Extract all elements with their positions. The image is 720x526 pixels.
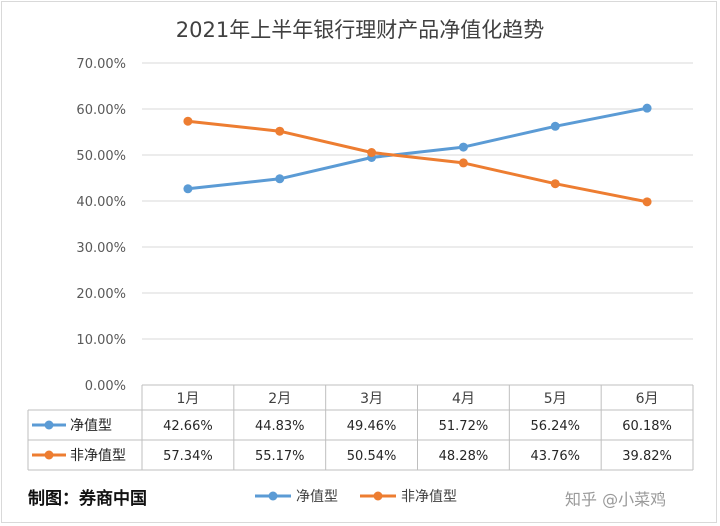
table-cell-value: 55.17% [255, 449, 305, 464]
table-series-name: 净值型 [70, 418, 112, 434]
data-point [458, 142, 468, 152]
data-point [275, 174, 285, 184]
table-cell-value: 48.28% [439, 449, 489, 464]
table-cell-value: 44.83% [255, 419, 305, 434]
y-tick-label: 0.00% [85, 379, 126, 394]
x-tick-label: 3月 [360, 391, 383, 407]
legend-key-marker [373, 491, 383, 501]
series-line [186, 106, 649, 191]
x-tick-label: 5月 [544, 391, 567, 407]
legend-key-marker [268, 491, 278, 501]
data-point [183, 116, 193, 126]
table-cell-value: 42.66% [163, 419, 213, 434]
watermark-text: 知乎 @小菜鸡 [565, 490, 667, 509]
data-point [183, 184, 193, 194]
x-tick-label: 2月 [268, 391, 291, 407]
data-point [642, 103, 652, 113]
data-point [642, 197, 652, 207]
table-legend-key-marker [44, 420, 54, 430]
y-tick-label: 70.00% [76, 57, 126, 72]
table-cell-value: 51.72% [439, 419, 489, 434]
table-cell-value: 50.54% [347, 449, 397, 464]
table-cell-value: 43.76% [530, 449, 580, 464]
data-point [275, 126, 285, 136]
table-cell-value: 56.24% [530, 419, 580, 434]
y-tick-label: 60.00% [76, 103, 126, 118]
y-tick-label: 10.00% [76, 333, 126, 348]
y-tick-label: 40.00% [76, 195, 126, 210]
x-tick-label: 6月 [636, 391, 659, 407]
x-tick-label: 4月 [452, 391, 475, 407]
table-cell-value: 57.34% [163, 449, 213, 464]
credit-text: 制图：券商中国 [28, 489, 147, 509]
data-point [550, 121, 560, 131]
data-point [550, 179, 560, 189]
table-legend-key-marker [44, 450, 54, 460]
x-tick-label: 1月 [176, 391, 199, 407]
data-point [367, 148, 377, 158]
series-line [186, 119, 649, 204]
chart-title: 2021年上半年银行理财产品净值化趋势 [176, 18, 544, 42]
y-tick-label: 20.00% [76, 287, 126, 302]
table-cell-value: 60.18% [622, 419, 672, 434]
table-series-name: 非净值型 [70, 448, 126, 464]
y-tick-label: 30.00% [76, 241, 126, 256]
data-point [458, 158, 468, 168]
legend-label: 净值型 [296, 489, 338, 505]
table-cell-value: 39.82% [622, 449, 672, 464]
table-cell-value: 49.46% [347, 419, 397, 434]
legend-label: 非净值型 [401, 489, 457, 505]
y-tick-label: 50.00% [76, 149, 126, 164]
